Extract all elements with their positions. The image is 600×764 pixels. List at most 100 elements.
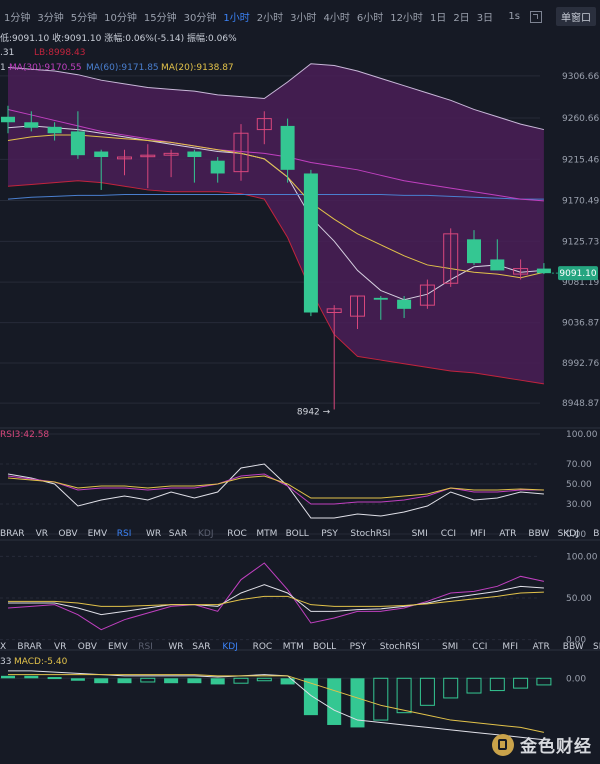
ma-legend-prefix: 1 <box>0 63 6 73</box>
candle-body <box>280 125 295 170</box>
rsi-indicator-tab-atr: ATR <box>499 529 516 539</box>
kdj-indicator-tab-mfi: MFI <box>502 642 518 652</box>
timeframe-tab-3[interactable]: 10分钟 <box>104 12 137 24</box>
kdj-indicator-tab-sar: SAR <box>192 642 210 652</box>
boll-lower-line <box>7 180 544 385</box>
timeframe-tab-1[interactable]: 3分钟 <box>37 12 64 24</box>
rsi-line-RSI3 <box>7 463 544 519</box>
candle-body <box>419 284 435 306</box>
rsi-tick-label: 0.00 <box>566 530 586 540</box>
macd-histogram-bar <box>117 678 132 684</box>
rsi-indicator-tab-wr: WR <box>146 529 161 539</box>
rsi-indicator-tab-roc: ROC <box>227 529 247 539</box>
timeframe-tab-12[interactable]: 1日 <box>429 12 447 24</box>
timeframe-tab-2[interactable]: 5分钟 <box>70 12 98 24</box>
macd-dea-line <box>8 674 545 733</box>
price-tick-label: 9036.87 <box>562 319 599 329</box>
timeframe-tab-7[interactable]: 2小时 <box>256 12 284 24</box>
timeframe-tab-13[interactable]: 2日 <box>453 12 470 24</box>
ohlc-legend: 低:9091.10 收:9091.10 涨幅:0.06%(-5.14) 振幅:0… <box>0 32 237 44</box>
macd-histogram-bar <box>513 677 529 689</box>
kdj-indicator-tab-boll: BOLL <box>313 642 336 652</box>
macd-histogram-bar <box>187 678 202 684</box>
price-tick-label: 9081.19 <box>562 278 599 288</box>
macd-histogram-bar <box>1 675 15 679</box>
macd-histogram-bar <box>280 678 295 685</box>
rsi-indicator-tab-vr: VR <box>36 529 48 539</box>
rsi-indicator-tab-smi: SMI <box>412 529 428 539</box>
rsi-tick-label: 30.00 <box>566 500 592 510</box>
kdj-indicator-tab-rsi: RSI <box>138 642 153 652</box>
candle-body <box>513 268 529 275</box>
timeframe-tab-6[interactable]: 1小时 <box>223 12 250 24</box>
kdj-line-K <box>8 584 544 616</box>
ma60-legend: MA(60):9171.85 <box>86 63 159 73</box>
macd-histogram-bar <box>466 677 482 694</box>
candle-body <box>467 239 481 264</box>
macd-histogram-bar <box>47 677 62 680</box>
kdj-indicator-tab-cci: CCI <box>472 642 487 652</box>
kdj-indicator-tab-obv: OBV <box>78 642 98 652</box>
kdj-indicator-tab-roc: ROC <box>253 642 273 652</box>
fullscreen-icon[interactable] <box>530 10 542 23</box>
timeframe-tab-4[interactable]: 15分钟 <box>143 12 177 24</box>
candle-body <box>326 308 342 313</box>
price-tick-label: 9170.49 <box>562 196 599 206</box>
timeframe-tab-8[interactable]: 3小时 <box>290 12 317 24</box>
kdj-indicator-tab-vr: VR <box>54 642 66 652</box>
candle-body <box>210 160 225 174</box>
kdj-indicator-tab-atr: ATR <box>533 642 550 652</box>
macd-histogram-bar <box>327 678 342 725</box>
kdj-tick-label: 0.00 <box>566 636 586 646</box>
kdj-line-J <box>7 562 545 631</box>
timeframe-tab-0[interactable]: 1分钟 <box>4 12 31 24</box>
rsi-line-RSI2 <box>7 475 544 499</box>
candle-body <box>303 173 318 313</box>
timeframe-tab-9[interactable]: 4小时 <box>323 12 350 24</box>
candle-body <box>373 297 388 300</box>
kdj-indicator-tab-skdj: SKDJ <box>593 642 600 652</box>
rsi-indicator-tab-sar: SAR <box>169 529 187 539</box>
bollinger-band-fill <box>8 63 544 384</box>
candle-body <box>536 268 551 274</box>
boll-legend-prefix: .31 <box>0 48 14 58</box>
price-tick-label: 9215.46 <box>562 155 599 165</box>
candle-body <box>94 151 109 158</box>
kdj-indicator-tab-smi: SMI <box>442 642 458 652</box>
kdj-indicator-tab-bbw: BBW <box>563 642 584 652</box>
macd-histogram-bar <box>419 677 435 706</box>
price-tick-label: 8948.87 <box>562 399 599 409</box>
jinse-logo-icon <box>492 733 514 756</box>
candle-body <box>490 259 505 271</box>
timeframe-tab-10[interactable]: 6小时 <box>356 12 384 24</box>
rsi-tick-label: 70.00 <box>566 460 592 470</box>
watermark: 金色财经 <box>492 732 592 757</box>
timeframe-tab-14[interactable]: 3日 <box>476 12 494 24</box>
price-tick-label: 9260.66 <box>562 114 599 124</box>
ma30-line <box>7 108 544 202</box>
timeframe-tab-11[interactable]: 12小时 <box>390 12 423 24</box>
macd-histogram-bar <box>70 678 85 681</box>
macd-tick-label: 0.00 <box>566 674 586 684</box>
last-price-tag <box>558 266 598 281</box>
boll-upper-line <box>7 63 545 131</box>
timeframe-tab-5[interactable]: 30分钟 <box>183 12 217 24</box>
candle-body <box>1 116 15 123</box>
timeframe-toolbar: 1分钟 3分钟 5分钟 10分钟 15分钟 30分钟 1小时 2小时 3小时 4小时 6小时 12小时… <box>0 0 600 32</box>
macd-histogram-bar <box>373 677 389 721</box>
interval-1s-button[interactable]: 1s <box>508 11 520 22</box>
macd-histogram-bar <box>94 678 109 684</box>
rsi-indicator-tab-psy: PSY <box>321 529 338 539</box>
price-tick-label: 9306.66 <box>562 72 599 82</box>
macd-dif-line <box>8 670 544 741</box>
rsi-indicator-tab-boll: BOLL <box>286 529 309 539</box>
rsi-indicator-tab-rsi: RSI <box>117 529 132 539</box>
single-window-button[interactable]: 单窗口 <box>556 7 596 26</box>
candle-body <box>187 151 202 158</box>
kdj-indicator-tab-x: X <box>0 642 6 652</box>
macd-legend: MACD:-5.40 <box>14 657 68 667</box>
rsi-indicator-tab-brar: BRAR <box>0 529 24 539</box>
candle-body <box>233 132 249 173</box>
kdj-indicator-tab-wr: WR <box>168 642 183 652</box>
